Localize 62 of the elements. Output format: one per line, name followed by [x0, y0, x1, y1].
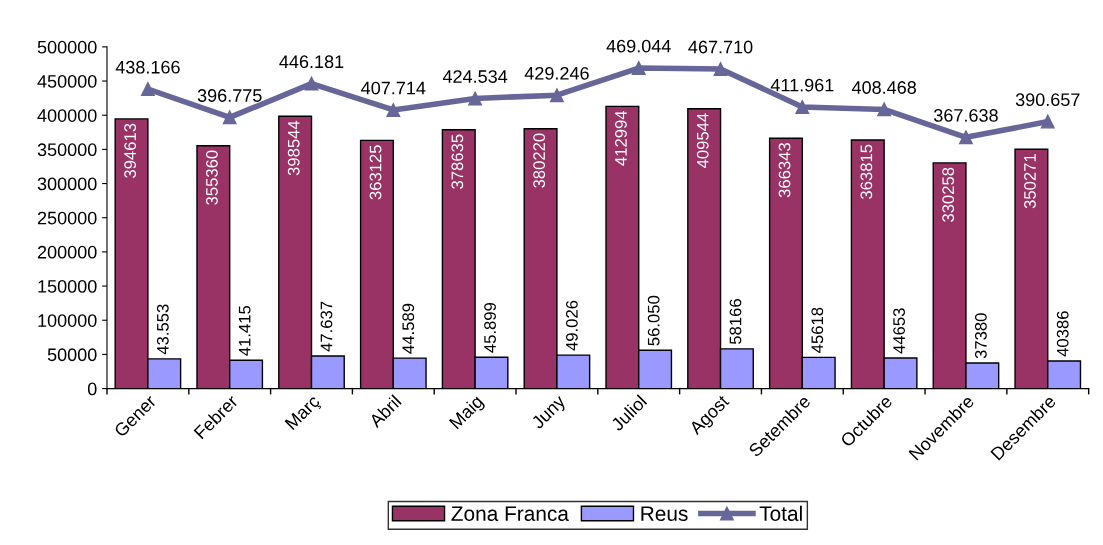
data-label: 350271 [1024, 154, 1036, 209]
y-tick-label: 300000 [37, 177, 97, 191]
data-label: 438.166 [115, 60, 180, 74]
data-label: 396.775 [197, 89, 262, 102]
point [877, 102, 892, 117]
point [304, 76, 319, 91]
legend-label: Total [759, 505, 802, 521]
data-label: 56.050 [647, 295, 660, 346]
data-label: 429.246 [524, 66, 589, 80]
point [222, 110, 237, 125]
data-label: 367.638 [934, 109, 998, 122]
point [631, 61, 646, 75]
data-label: 411.961 [770, 78, 834, 92]
data-label: 47.637 [320, 301, 333, 352]
point [549, 88, 564, 103]
data-label: 44.589 [402, 303, 415, 354]
point [386, 102, 401, 117]
data-label: 43.553 [156, 304, 169, 355]
data-label: 378635 [451, 134, 464, 189]
y-tick-label: 250000 [37, 211, 97, 225]
data-label: 58166 [729, 299, 742, 345]
data-label: 408.468 [851, 81, 916, 94]
y-tick-label: 350000 [37, 143, 97, 157]
data-label: 363125 [369, 145, 382, 200]
point [959, 130, 973, 145]
point [140, 82, 155, 97]
data-label: 469.044 [606, 39, 671, 53]
data-label: 37380 [974, 313, 987, 359]
data-label: 390.657 [1015, 93, 1080, 107]
y-tick-label: 100000 [38, 314, 97, 327]
data-label: 380220 [533, 133, 546, 188]
data-label: 412994 [615, 110, 627, 166]
data-label: 409544 [696, 113, 709, 169]
data-label: 366343 [778, 143, 791, 198]
data-label: 363815 [860, 144, 873, 200]
data-label: 394613 [124, 123, 137, 178]
data-label: 467.710 [688, 40, 753, 54]
point [795, 100, 810, 114]
data-label: 330258 [942, 167, 955, 222]
data-label: 45618 [811, 307, 824, 353]
y-tick-label: 450000 [37, 74, 97, 88]
data-label: 407.714 [361, 81, 426, 95]
data-label: 40386 [1056, 311, 1069, 357]
data-label: 44653 [893, 308, 905, 354]
data-label: 49.026 [565, 300, 578, 351]
y-tick-label: 200000 [37, 245, 97, 259]
point [1040, 114, 1055, 129]
data-label: 41.415 [238, 305, 251, 356]
data-label: 45.899 [484, 302, 496, 353]
y-tick-label: 500000 [37, 40, 97, 54]
data-label: 424.534 [442, 70, 508, 83]
legend-label: Reus [641, 506, 688, 521]
legend-label: Zona Franca [451, 506, 569, 521]
y-tick-label: 400000 [37, 109, 97, 122]
y-tick-label: 150000 [38, 280, 97, 293]
data-label: 398544 [287, 120, 300, 176]
point [713, 61, 728, 76]
data-label: 446.181 [279, 55, 344, 69]
y-tick-label: 0 [87, 382, 97, 396]
point [468, 91, 483, 106]
data-label: 355360 [206, 150, 218, 205]
y-tick-label: 50000 [47, 348, 97, 362]
